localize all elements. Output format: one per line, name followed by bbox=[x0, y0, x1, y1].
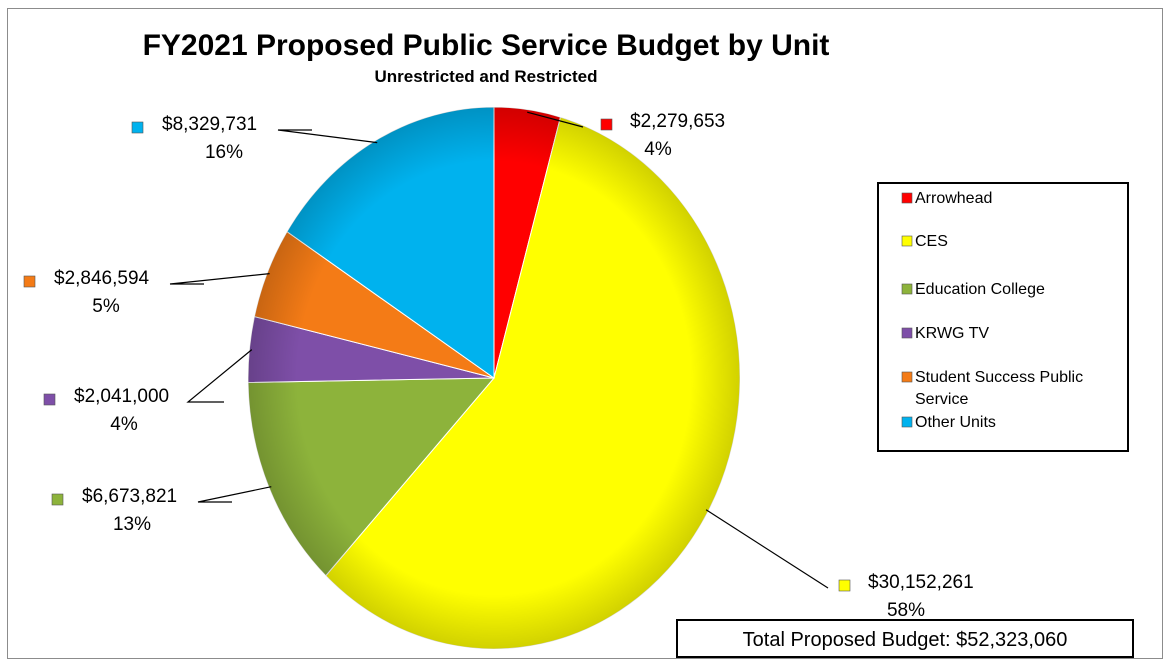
chart-subtitle: Unrestricted and Restricted bbox=[375, 67, 598, 86]
percent-label: 58% bbox=[887, 600, 925, 621]
label-marker bbox=[131, 121, 144, 134]
value-label: $2,041,000 bbox=[74, 386, 169, 407]
leader-lines bbox=[169, 111, 829, 589]
percent-label: 16% bbox=[205, 142, 243, 163]
legend-entry: Student Success Public bbox=[915, 369, 1083, 386]
legend-entry: Arrowhead bbox=[915, 190, 992, 207]
legend-box bbox=[877, 182, 1129, 452]
legend-swatch bbox=[901, 416, 913, 428]
value-label: $2,846,594 bbox=[54, 268, 150, 289]
legend-swatch bbox=[901, 192, 913, 204]
label-marker bbox=[51, 493, 64, 506]
label-marker bbox=[43, 393, 56, 406]
value-label: $2,279,653 bbox=[630, 111, 725, 132]
leader-line bbox=[169, 273, 270, 285]
percent-label: 4% bbox=[110, 414, 138, 435]
legend-swatch bbox=[901, 283, 913, 295]
legend-swatch bbox=[901, 371, 913, 383]
legend: Arrowhead CES Education College KRWG TV Stud… bbox=[877, 182, 1129, 452]
label-marker bbox=[838, 579, 851, 592]
value-label: $6,673,821 bbox=[82, 486, 177, 507]
pie-slices bbox=[247, 106, 741, 650]
total-box: Total Proposed Budget: $52,323,060 bbox=[676, 619, 1134, 658]
legend-entry: Service bbox=[915, 391, 968, 408]
legend-entry: CES bbox=[915, 233, 948, 250]
label-marker bbox=[600, 118, 613, 131]
leader-line bbox=[186, 349, 253, 403]
value-label: $8,329,731 bbox=[162, 114, 257, 135]
data-labels: $2,279,653 4% $30,152,261 58% $6,673,821 13% $… bbox=[23, 111, 974, 621]
chart-title: FY2021 Proposed Public Service Budget by… bbox=[143, 29, 830, 62]
total-label: Total Proposed Budget: $52,323,060 bbox=[743, 629, 1068, 651]
leader-line bbox=[527, 111, 584, 128]
legend-swatch bbox=[901, 327, 913, 339]
leader-line bbox=[705, 509, 829, 589]
pie-chart: FY2021 Proposed Public Service Budget by… bbox=[23, 29, 1134, 658]
pie-shading bbox=[248, 107, 740, 649]
legend-entry: KRWG TV bbox=[915, 325, 989, 342]
percent-label: 4% bbox=[644, 139, 672, 160]
leader-line bbox=[277, 129, 378, 144]
legend-entry: Other Units bbox=[915, 414, 996, 431]
percent-label: 13% bbox=[113, 514, 151, 535]
label-marker bbox=[23, 275, 36, 288]
chart-frame: FY2021 Proposed Public Service Budget by… bbox=[7, 8, 1163, 659]
percent-label: 5% bbox=[92, 296, 120, 317]
value-label: $30,152,261 bbox=[868, 572, 974, 593]
leader-line bbox=[197, 486, 272, 503]
legend-entry: Education College bbox=[915, 281, 1045, 298]
legend-swatch bbox=[901, 235, 913, 247]
